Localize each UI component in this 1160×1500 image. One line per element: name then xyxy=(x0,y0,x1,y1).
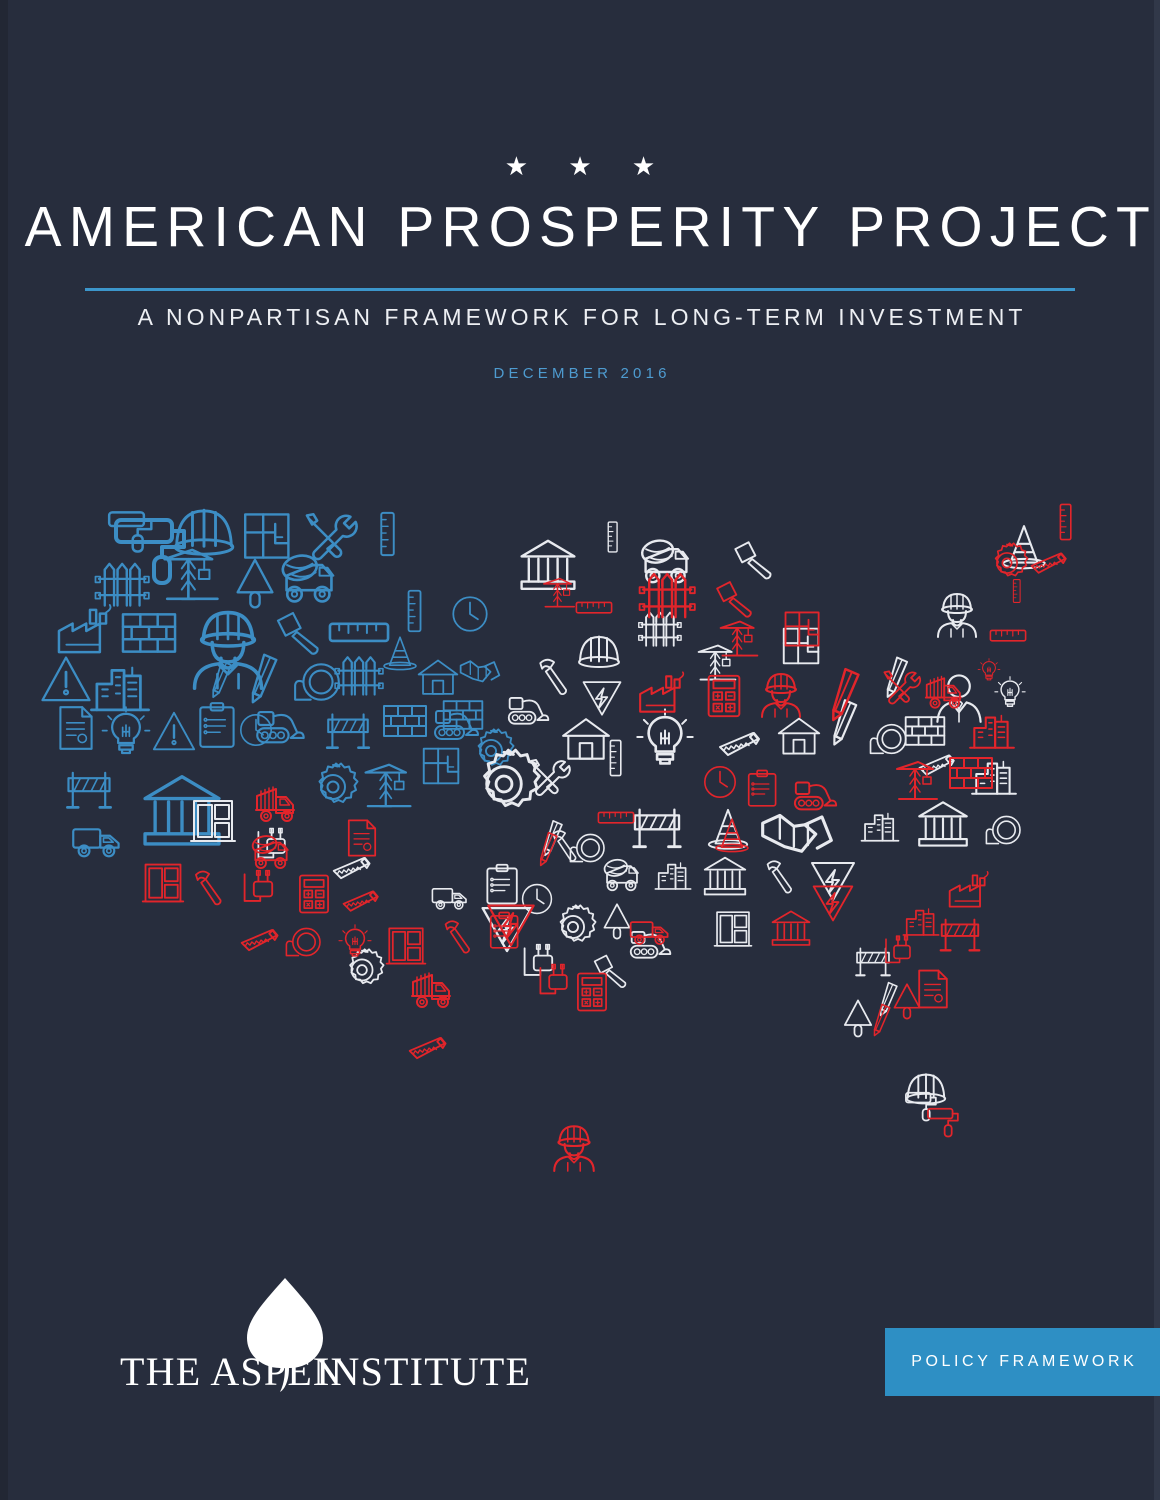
svg-text:INSTITUTE: INSTITUTE xyxy=(316,1349,530,1394)
aspen-leaf-icon xyxy=(247,1278,323,1392)
policy-framework-badge: POLICY FRAMEWORK xyxy=(885,1328,1160,1396)
page-edge-right xyxy=(1154,0,1160,1500)
aspen-institute-logo: THE ASPEN INSTITUTE xyxy=(110,1270,530,1405)
three-stars-icon: ★ ★ ★ xyxy=(504,152,672,182)
policy-framework-label: POLICY FRAMEWORK xyxy=(911,1353,1138,1370)
cover-header: ★ ★ ★ AMERICAN PROSPERITY PROJECT A NONP… xyxy=(0,0,1160,382)
page-title: AMERICAN PROSPERITY PROJECT xyxy=(24,195,1158,259)
publication-date: DECEMBER 2016 xyxy=(493,365,671,382)
title-divider-rule xyxy=(85,288,1075,291)
page-subtitle: A NONPARTISAN FRAMEWORK FOR LONG-TERM IN… xyxy=(137,304,1027,330)
aspen-institute-wordmark: THE ASPEN xyxy=(120,1349,343,1394)
usa-icon-mosaic-artwork: 5 xyxy=(40,480,1120,1200)
page-edge-left xyxy=(0,0,8,1500)
